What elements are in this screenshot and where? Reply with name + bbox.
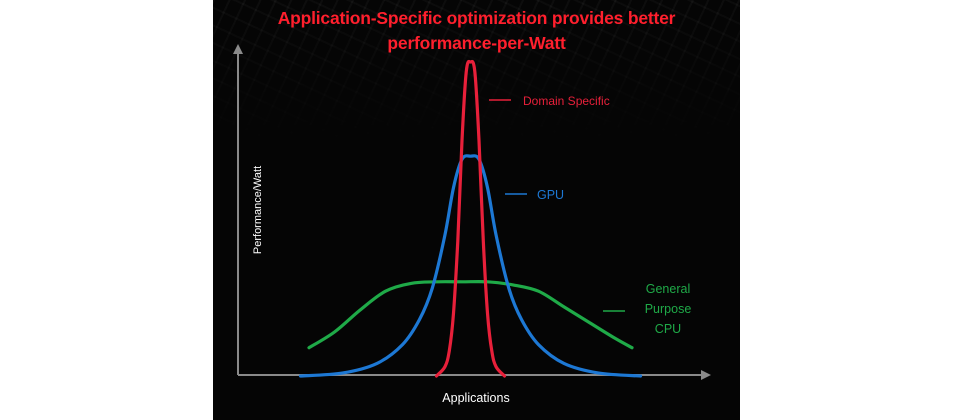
series-label-general-purpose-cpu-line-2: Purpose — [645, 302, 692, 316]
chart-title: Application-Specific optimization provid… — [213, 6, 740, 56]
series-line-general-purpose-cpu — [307, 279, 634, 350]
x-axis-arrowhead — [701, 370, 711, 380]
performance-chart: Domain Specific GPU General Purpose CPU Appl… — [233, 44, 711, 405]
axes — [233, 44, 711, 380]
series-labels: Domain Specific GPU General Purpose CPU — [489, 94, 691, 336]
series-label-general-purpose-cpu-line-1: General — [646, 282, 690, 296]
series-label-domain-specific-line-1: Domain Specific — [523, 94, 610, 108]
series-lines — [298, 59, 643, 378]
series-line-domain-specific — [434, 59, 507, 378]
x-axis-label: Applications — [442, 391, 509, 405]
series-line-gpu — [298, 154, 643, 378]
chart-slide: Application-Specific optimization provid… — [213, 0, 740, 420]
y-axis-arrowhead — [233, 44, 243, 54]
chart-title-line-2: performance-per-Watt — [387, 33, 566, 53]
series-label-gpu-line-1: GPU — [537, 188, 564, 202]
y-axis-label: Performance/Watt — [252, 166, 264, 254]
series-label-general-purpose-cpu-line-3: CPU — [655, 322, 681, 336]
chart-title-line-1: Application-Specific optimization provid… — [277, 8, 676, 28]
